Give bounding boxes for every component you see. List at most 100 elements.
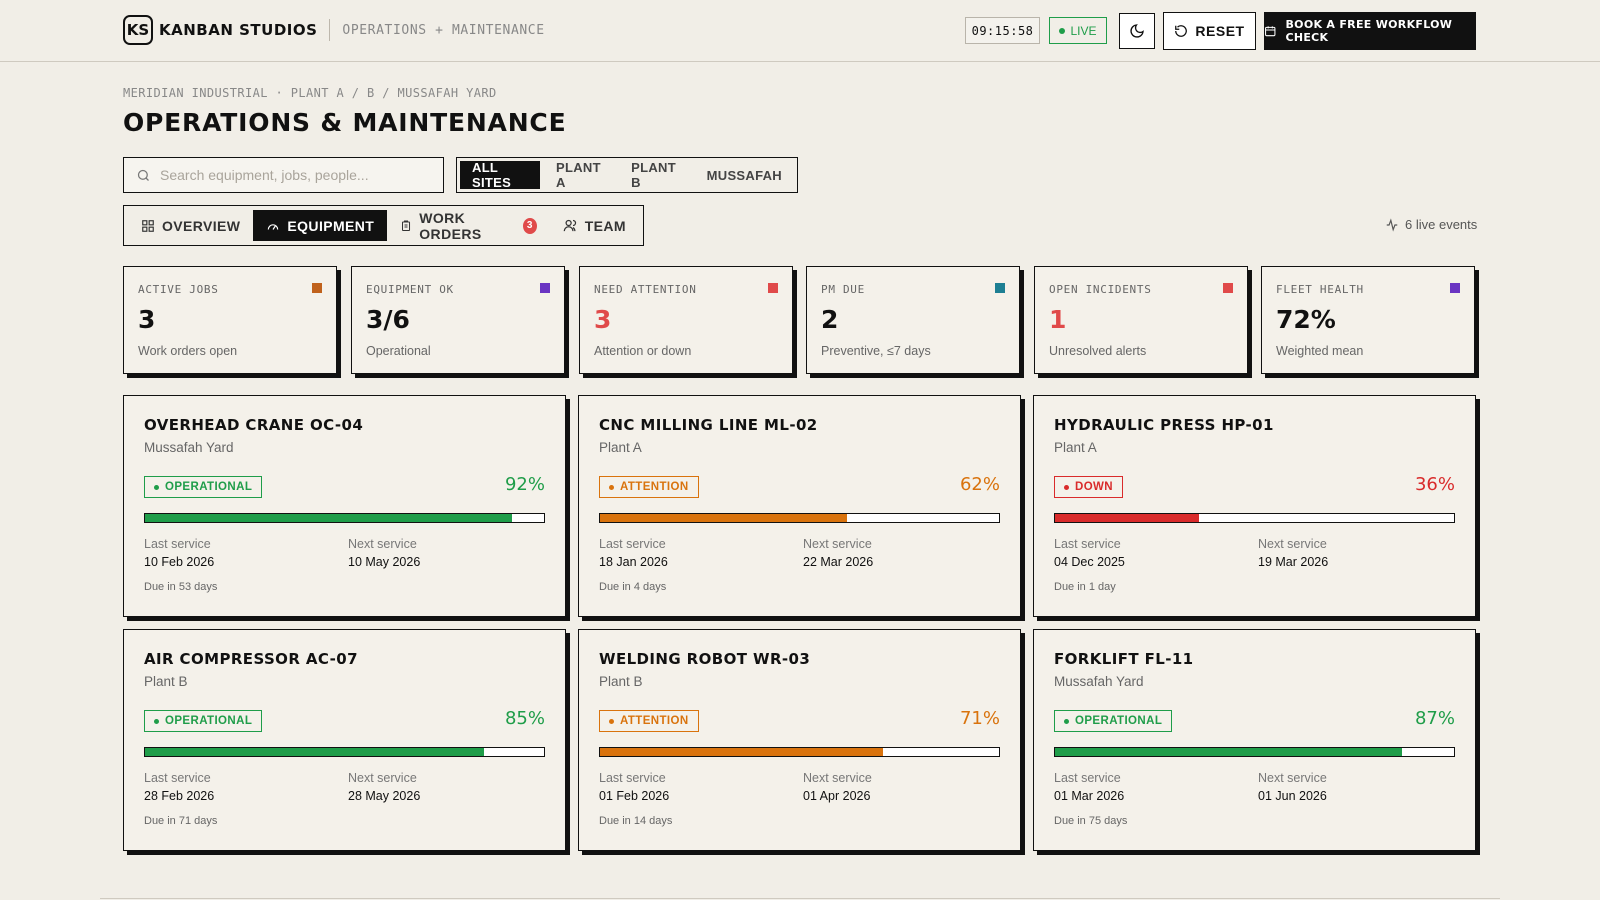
book-workflow-check-button[interactable]: BOOK A FREE WORKFLOW CHECK <box>1264 12 1476 50</box>
status-dot-icon <box>1064 718 1069 724</box>
next-service-date: 28 May 2026 <box>348 789 421 803</box>
last-service-label: Last service <box>1054 771 1121 785</box>
equipment-name: FORKLIFT FL-11 <box>1054 650 1194 668</box>
due-text: Due in 14 days <box>599 815 673 827</box>
clock: 09:15:58 <box>965 17 1040 44</box>
kpi-card: FLEET HEALTH 72% Weighted mean <box>1261 266 1475 374</box>
tab-work-orders[interactable]: WORK ORDERS 3 <box>387 210 550 242</box>
footer-divider <box>100 898 1500 899</box>
equipment-card[interactable]: OVERHEAD CRANE OC-04 Mussafah Yard OPERATI… <box>123 395 566 617</box>
health-bar-fill <box>600 748 884 756</box>
last-service-label: Last service <box>599 537 666 551</box>
last-service-date: 10 Feb 2026 <box>144 555 215 569</box>
status-dot-icon <box>154 718 159 724</box>
kpi-value: 3 <box>138 305 156 334</box>
status-label: ATTENTION <box>620 715 689 727</box>
status-label: ATTENTION <box>620 481 689 493</box>
equipment-card[interactable]: CNC MILLING LINE ML-02 Plant A ATTENTION 62… <box>578 395 1021 617</box>
tab-equipment-label: EQUIPMENT <box>287 217 375 234</box>
work-orders-badge: 3 <box>522 217 537 234</box>
tab-overview[interactable]: OVERVIEW <box>128 210 253 241</box>
clipboard-icon <box>402 219 411 231</box>
last-service-label: Last service <box>144 537 211 551</box>
search-box <box>123 157 444 193</box>
kpi-color-swatch <box>1450 283 1460 293</box>
equipment-name: AIR COMPRESSOR AC-07 <box>144 650 358 668</box>
kpi-color-swatch <box>1223 283 1233 293</box>
last-service-date: 01 Feb 2026 <box>599 789 670 803</box>
brand-logo: KS <box>123 15 153 45</box>
site-tab-all-sites[interactable]: ALL SITES <box>460 160 541 190</box>
due-text: Due in 71 days <box>144 815 218 827</box>
tab-equipment[interactable]: EQUIPMENT <box>253 210 388 241</box>
kpi-subtitle: Unresolved alerts <box>1049 344 1147 358</box>
page-title: OPERATIONS & MAINTENANCE <box>123 108 567 137</box>
status-label: OPERATIONAL <box>165 481 253 493</box>
site-tab-mussafah[interactable]: MUSSAFAH <box>706 167 782 183</box>
due-text: Due in 75 days <box>1054 815 1128 827</box>
status-badge: OPERATIONAL <box>144 710 263 732</box>
equipment-name: HYDRAULIC PRESS HP-01 <box>1054 416 1274 434</box>
kpi-label: FLEET HEALTH <box>1276 283 1364 296</box>
next-service-label: Next service <box>348 771 417 785</box>
kpi-value: 72% <box>1276 305 1336 334</box>
moon-icon <box>1130 24 1144 38</box>
status-label: DOWN <box>1075 481 1114 493</box>
kpi-value: 3/6 <box>366 305 410 334</box>
status-badge: OPERATIONAL <box>1054 710 1173 732</box>
brand-name: KANBAN STUDIOS <box>159 21 318 39</box>
top-bar: KS KANBAN STUDIOS OPERATIONS + MAINTENAN… <box>0 0 1600 62</box>
health-bar <box>144 747 545 757</box>
equipment-card[interactable]: WELDING ROBOT WR-03 Plant B ATTENTION 71% La… <box>578 629 1021 851</box>
live-dot-icon <box>1059 27 1066 34</box>
gauge-icon <box>268 223 279 230</box>
brand-divider <box>329 19 331 41</box>
kpi-card: PM DUE 2 Preventive, ≤7 days <box>806 266 1020 374</box>
equipment-card[interactable]: HYDRAULIC PRESS HP-01 Plant A DOWN 36% Last … <box>1033 395 1476 617</box>
kpi-subtitle: Weighted mean <box>1276 344 1364 358</box>
site-tab-plant-a[interactable]: PLANT A <box>556 160 601 190</box>
kpi-subtitle: Operational <box>366 344 431 358</box>
next-service-date: 01 Apr 2026 <box>803 789 871 803</box>
kpi-label: OPEN INCIDENTS <box>1049 283 1152 296</box>
theme-toggle-button[interactable] <box>1119 13 1155 49</box>
next-service-date: 22 Mar 2026 <box>803 555 874 569</box>
last-service-date: 04 Dec 2025 <box>1054 555 1125 569</box>
health-percent: 62% <box>959 474 1000 495</box>
health-bar-fill <box>600 514 848 522</box>
live-events[interactable]: 6 live events <box>1385 217 1477 232</box>
status-label: OPERATIONAL <box>1075 715 1163 727</box>
tab-team[interactable]: TEAM <box>550 210 639 241</box>
kpi-card: OPEN INCIDENTS 1 Unresolved alerts <box>1034 266 1248 374</box>
health-bar <box>1054 747 1455 757</box>
kpi-label: ACTIVE JOBS <box>138 283 219 296</box>
kpi-color-swatch <box>995 283 1005 293</box>
equipment-card[interactable]: FORKLIFT FL-11 Mussafah Yard OPERATIONAL 87… <box>1033 629 1476 851</box>
last-service-date: 01 Mar 2026 <box>1054 789 1125 803</box>
equipment-card[interactable]: AIR COMPRESSOR AC-07 Plant B OPERATIONAL 85… <box>123 629 566 851</box>
next-service-label: Next service <box>1258 771 1327 785</box>
status-badge: DOWN <box>1054 476 1124 498</box>
health-bar-fill <box>1055 748 1403 756</box>
next-service-label: Next service <box>803 537 872 551</box>
due-text: Due in 53 days <box>144 581 218 593</box>
live-label: LIVE <box>1070 23 1097 38</box>
breadcrumb: MERIDIAN INDUSTRIAL · PLANT A / B / MUSS… <box>123 86 497 100</box>
health-percent: 92% <box>504 474 545 495</box>
users-icon <box>563 219 576 232</box>
search-input[interactable] <box>160 167 440 183</box>
kpi-color-swatch <box>312 283 322 293</box>
reset-button[interactable]: RESET <box>1163 12 1256 50</box>
health-bar <box>144 513 545 523</box>
tab-team-label: TEAM <box>584 217 626 234</box>
brand[interactable]: KS KANBAN STUDIOS OPERATIONS + MAINTENAN… <box>123 15 545 45</box>
last-service-date: 28 Feb 2026 <box>144 789 215 803</box>
kpi-label: NEED ATTENTION <box>594 283 697 296</box>
equipment-site: Plant A <box>599 440 642 455</box>
kpi-value: 3 <box>594 305 612 334</box>
site-tab-plant-b[interactable]: PLANT B <box>631 160 676 190</box>
tab-overview-label: OVERVIEW <box>162 217 241 234</box>
kpi-color-swatch <box>768 283 778 293</box>
status-badge: ATTENTION <box>599 476 699 498</box>
due-text: Due in 1 day <box>1054 581 1116 593</box>
